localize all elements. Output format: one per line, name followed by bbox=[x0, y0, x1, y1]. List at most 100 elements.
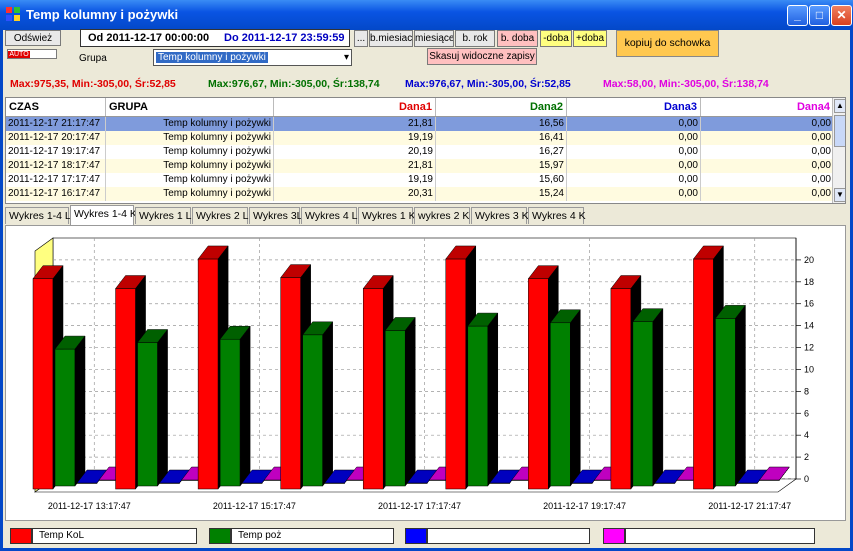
group-select[interactable]: Temp kolumny i pożywki ▾ bbox=[153, 49, 352, 66]
table-cell: 15,24 bbox=[436, 187, 567, 201]
to-date[interactable]: Do 2011-12-17 23:59:59 bbox=[224, 32, 345, 44]
table-cell: 16,27 bbox=[436, 145, 567, 159]
bar-front bbox=[302, 334, 323, 487]
maximize-icon[interactable]: □ bbox=[809, 5, 830, 26]
minimize-icon[interactable]: _ bbox=[787, 5, 808, 26]
bar-front bbox=[693, 258, 714, 490]
bar-side bbox=[652, 307, 664, 487]
bar-side bbox=[404, 316, 416, 487]
legend-label: Temp KoL bbox=[32, 528, 197, 544]
tab-wykres-2-l[interactable]: Wykres 2 L bbox=[192, 207, 248, 224]
tab-wykres-4-k[interactable]: Wykres 4 K bbox=[528, 207, 586, 224]
months-button[interactable]: miesiące bbox=[414, 30, 454, 47]
table-cell: Temp kolumny i pożywki bbox=[106, 159, 274, 173]
table-cell: 0,00 bbox=[701, 117, 834, 131]
table-cell: 21,81 bbox=[274, 159, 436, 173]
y-tick-label: 0 bbox=[804, 474, 809, 484]
app-icon bbox=[6, 7, 20, 21]
from-date[interactable]: Od 2011-12-17 00:00:00 bbox=[88, 32, 210, 44]
y-tick-label: 20 bbox=[804, 255, 814, 265]
y-tick-label: 2 bbox=[804, 452, 809, 462]
group-label: Grupa bbox=[79, 53, 107, 64]
tab-wykres-3-k[interactable]: Wykres 3 K bbox=[471, 207, 529, 224]
column-header-dana2[interactable]: Dana2 bbox=[436, 98, 567, 116]
stats-dana1: Max:975,35, Min:-305,00, Śr:52,85 bbox=[10, 78, 176, 90]
table-cell: 16,41 bbox=[436, 131, 567, 145]
date-range-box[interactable] bbox=[80, 29, 350, 47]
byear-button[interactable]: b. rok bbox=[455, 30, 495, 47]
scroll-up-icon[interactable]: ▲ bbox=[834, 99, 845, 113]
bar-side bbox=[735, 304, 746, 487]
table-row[interactable]: 2011-12-17 17:17:47 Temp kolumny i pożywk… bbox=[6, 173, 834, 187]
x-tick-label: 2011-12-17 17:17:47 bbox=[378, 501, 461, 511]
bmonth-button[interactable]: b.miesiac bbox=[369, 30, 413, 47]
bar-front bbox=[219, 338, 241, 487]
column-header-dana1[interactable]: Dana1 bbox=[274, 98, 436, 116]
legend-swatch bbox=[405, 528, 427, 544]
table-cell: 0,00 bbox=[701, 131, 834, 145]
legend-label: Temp poż bbox=[231, 528, 394, 544]
bar-front bbox=[610, 288, 632, 490]
tab-wykres-1-4-k[interactable]: Wykres 1-4 K bbox=[70, 205, 137, 225]
auto-toggle[interactable]: AUTO bbox=[7, 49, 57, 59]
table-row[interactable]: 2011-12-17 16:17:47 Temp kolumny i pożywk… bbox=[6, 187, 834, 201]
column-header-dana4[interactable]: Dana4 bbox=[701, 98, 834, 116]
close-icon[interactable]: ✕ bbox=[831, 5, 852, 26]
table-cell: 0,00 bbox=[701, 145, 834, 159]
clear-visible-button[interactable]: Skasuj widoczne zapisy bbox=[427, 48, 537, 65]
bar-side bbox=[74, 335, 86, 487]
bar-front bbox=[715, 318, 736, 487]
stats-dana2: Max:976,67, Min:-305,00, Śr:138,74 bbox=[208, 78, 380, 90]
table-cell: 0,00 bbox=[567, 131, 701, 145]
table-row[interactable]: 2011-12-17 21:17:47 Temp kolumny i pożywk… bbox=[6, 117, 834, 131]
bar-front bbox=[54, 348, 76, 487]
table-cell: 0,00 bbox=[567, 173, 701, 187]
table-row[interactable]: 2011-12-17 20:17:47 Temp kolumny i pożywk… bbox=[6, 131, 834, 145]
y-tick-label: 4 bbox=[804, 430, 809, 440]
tab-wykres-1-k[interactable]: Wykres 1 K bbox=[358, 207, 416, 224]
tab-wykres-2-k[interactable]: wykres 2 K bbox=[414, 207, 470, 224]
chart-panel: 0 2 4 6 8 10 12 14 16 18 20 2011-12-17 13:17:47 2011… bbox=[5, 225, 846, 521]
bar-front bbox=[528, 278, 549, 490]
tab-wykres-4-l[interactable]: Wykres 4 L bbox=[301, 207, 357, 224]
table-row[interactable]: 2011-12-17 18:17:47 Temp kolumny i pożywk… bbox=[6, 159, 834, 173]
legend-swatch bbox=[10, 528, 32, 544]
table-scrollbar[interactable]: ▲ ▼ bbox=[832, 98, 845, 203]
y-tick-label: 12 bbox=[804, 343, 814, 353]
column-header-czas[interactable]: CZAS bbox=[6, 98, 106, 116]
scroll-down-icon[interactable]: ▼ bbox=[834, 188, 845, 202]
bar-side bbox=[487, 312, 499, 487]
x-tick-label: 2011-12-17 19:17:47 bbox=[543, 501, 626, 511]
table-header: CZAS GRUPA Dana1 Dana2 Dana3 Dana4 bbox=[6, 98, 834, 117]
tab-wykres-1-4-l[interactable]: Wykres 1-4 L bbox=[5, 207, 71, 224]
stats-dana3: Max:976,67, Min:-305,00, Śr:52,85 bbox=[405, 78, 571, 90]
tab-wykres-1-l[interactable]: Wykres 1 L bbox=[135, 207, 191, 224]
bar-chart: 0 2 4 6 8 10 12 14 16 18 20 2011-12-17 13:17:47 2011… bbox=[32, 237, 814, 511]
legend-label bbox=[625, 528, 815, 544]
chevron-down-icon[interactable]: ▾ bbox=[343, 52, 349, 63]
copy-to-clipboard-button[interactable]: kopiuj do schowka bbox=[616, 30, 719, 57]
scroll-thumb[interactable] bbox=[834, 115, 845, 147]
column-header-dana3[interactable]: Dana3 bbox=[567, 98, 701, 116]
plus-day-button[interactable]: +doba bbox=[573, 30, 607, 47]
bar-front bbox=[115, 288, 136, 490]
y-tick-label: 16 bbox=[804, 299, 814, 309]
column-header-grupa[interactable]: GRUPA bbox=[106, 98, 274, 116]
legend-label bbox=[427, 528, 590, 544]
minus-day-button[interactable]: -doba bbox=[540, 30, 572, 47]
refresh-button[interactable]: Odśwież bbox=[5, 30, 61, 46]
window-frame bbox=[0, 30, 853, 551]
bday-button[interactable]: b. doba bbox=[497, 30, 538, 47]
data-table[interactable]: CZAS GRUPA Dana1 Dana2 Dana3 Dana4 2011-12-17… bbox=[5, 97, 846, 204]
table-cell: 2011-12-17 20:17:47 bbox=[6, 131, 106, 145]
x-tick-label: 2011-12-17 15:17:47 bbox=[213, 501, 296, 511]
table-row[interactable]: 2011-12-17 19:17:47 Temp kolumny i pożywk… bbox=[6, 145, 834, 159]
y-tick-label: 14 bbox=[804, 321, 814, 331]
bar-front bbox=[445, 258, 467, 490]
ellipsis-button[interactable]: ... bbox=[354, 30, 368, 47]
bar-side bbox=[239, 325, 251, 487]
table-cell: 0,00 bbox=[701, 187, 834, 201]
y-tick-label: 6 bbox=[804, 408, 809, 418]
tab-wykres-3l[interactable]: Wykres 3L bbox=[249, 207, 303, 224]
bar-front bbox=[362, 288, 384, 490]
